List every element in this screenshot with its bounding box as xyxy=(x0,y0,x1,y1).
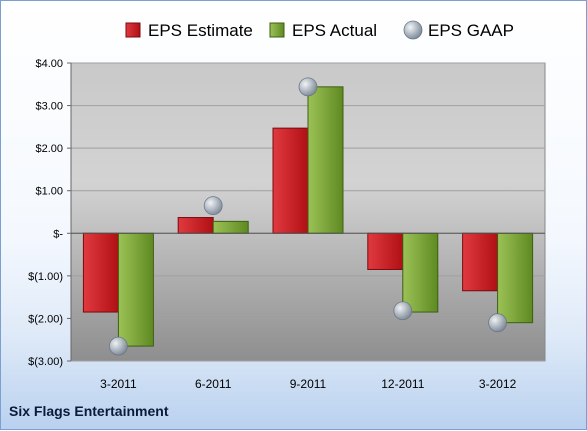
y-tick-label: $- xyxy=(53,228,63,240)
estimate-bar xyxy=(367,232,404,270)
actual-bar xyxy=(117,232,154,347)
estimate-bar xyxy=(177,217,214,234)
y-tick-label: $3.00 xyxy=(35,101,63,113)
y-tick-label: $1.00 xyxy=(35,186,63,198)
gaap-point xyxy=(298,77,318,97)
legend-swatch-actual xyxy=(269,22,285,38)
gaap-point xyxy=(203,196,223,216)
y-tick-label: $4.00 xyxy=(35,58,63,70)
y-axis: $4.00 $3.00 $2.00 $1.00 $- $(1.00) $(2.00) $(3.… xyxy=(28,58,72,368)
gaap-point xyxy=(393,301,413,321)
actual-bar xyxy=(402,232,439,313)
gaap-points xyxy=(109,77,508,356)
y-tick-label: $(1.00) xyxy=(28,271,63,283)
estimate-bar xyxy=(272,127,309,234)
x-tick-label: 12-2011 xyxy=(381,377,424,391)
y-tick-label: $(2.00) xyxy=(28,313,63,325)
actual-bar xyxy=(212,220,249,234)
x-tick-label: 6-2011 xyxy=(195,377,232,391)
legend-label: EPS GAAP xyxy=(428,21,514,40)
legend-label: EPS Estimate xyxy=(148,21,253,40)
actual-bar xyxy=(307,86,344,234)
x-tick-label: 9-2011 xyxy=(290,377,327,391)
gaap-point xyxy=(109,336,128,356)
legend-swatch-gaap xyxy=(403,20,423,40)
legend-label: EPS Actual xyxy=(292,21,377,40)
company-title: Six Flags Entertainment xyxy=(9,403,169,419)
x-tick-label: 3-2011 xyxy=(100,377,137,391)
actual-bar xyxy=(497,232,534,324)
x-tick-label: 3-2012 xyxy=(479,377,517,391)
y-tick-label: $2.00 xyxy=(35,143,63,155)
gaap-point xyxy=(488,313,508,333)
y-tick-label: $(3.00) xyxy=(28,356,63,368)
estimate-bar xyxy=(82,232,119,313)
legend: EPS Estimate EPS Actual EPS GAAP xyxy=(125,20,514,40)
x-axis: 3-2011 6-2011 9-2011 12-2011 3-2012 xyxy=(71,232,545,391)
estimate-bar xyxy=(462,232,499,292)
legend-swatch-estimate xyxy=(125,22,141,38)
